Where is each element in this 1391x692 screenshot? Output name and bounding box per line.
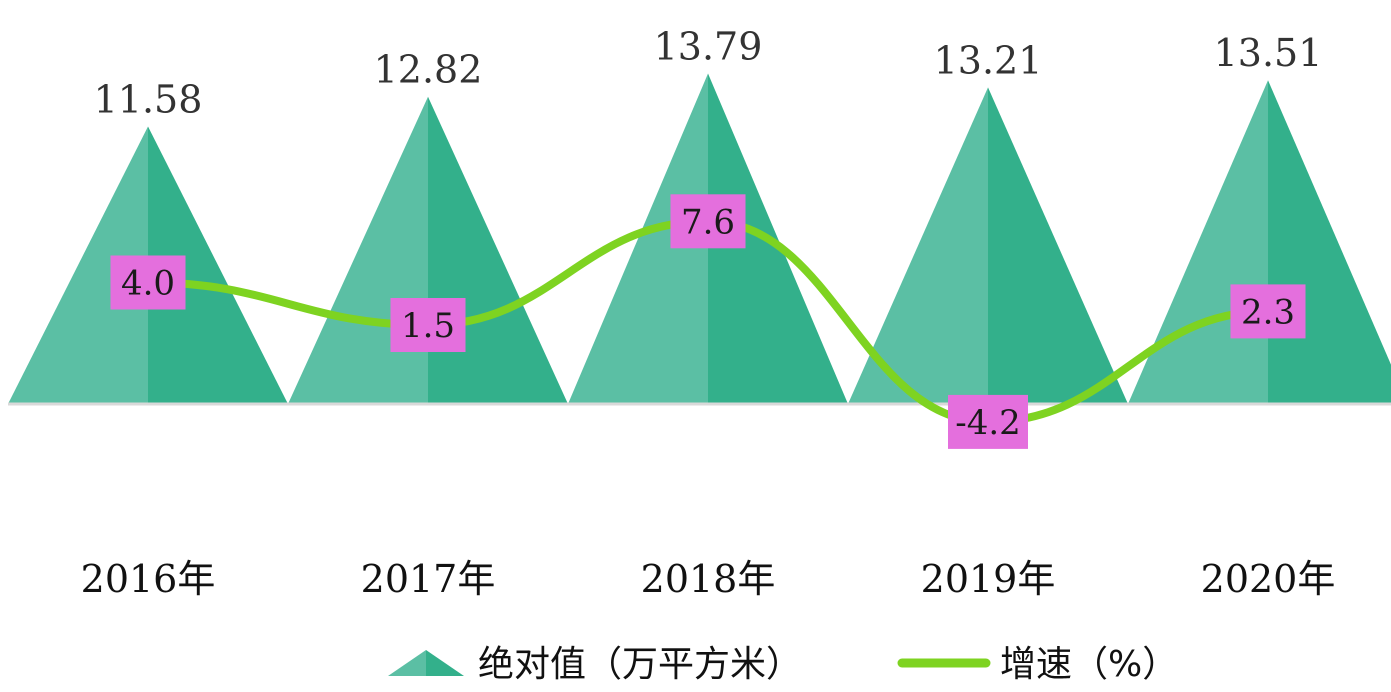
triangle-bar-right-face [428,96,568,404]
category-label: 2017年 [361,557,496,601]
triangle-bar [8,126,288,404]
growth-rate-label: 1.5 [390,298,466,352]
legend-item-triangle: 绝对值（万平方米） [388,644,802,685]
growth-rate-label-box [390,298,466,352]
growth-rate-label-text: -4.2 [955,403,1021,443]
triangle-bar-left-face [848,87,988,405]
triangle-value-label: 13.51 [1214,31,1323,75]
triangle-bar [848,87,1128,405]
legend-triangle-swatch-left [388,650,426,676]
category-label: 2018年 [641,557,776,601]
triangle-value-label: 11.58 [94,77,203,121]
triangle-value-labels: 11.58 12.82 13.79 13.21 13.51 [94,25,1323,122]
growth-rate-label: 2.3 [1230,284,1306,339]
growth-rate-label-box [1230,284,1306,339]
growth-rate-label-text: 4.0 [121,264,175,304]
triangle-bar-right-face [148,126,288,404]
legend: 绝对值（万平方米） 增速（%） [388,644,1178,685]
legend-item-line: 增速（%） [897,644,1178,685]
category-label: 2016年 [81,557,216,601]
triangle-bar-right-face [1268,80,1391,404]
triangle-bar-left-face [288,96,428,404]
triangle-value-label: 13.21 [934,38,1043,82]
triangle-bar-left-face [568,73,708,404]
growth-rate-label: 4.0 [110,255,186,310]
growth-rate-label-box [948,394,1028,449]
legend-label-absolute: 绝对值（万平方米） [478,644,802,685]
triangle-value-label: 13.79 [654,25,763,69]
growth-rate-label-text: 1.5 [401,306,455,346]
triangle-bar-right-face [708,73,848,404]
triangle-bar [288,96,568,404]
growth-rate-label-box [670,194,746,249]
category-axis-labels: 2016年 2017年 2018年 2019年 2020年 [81,557,1336,601]
growth-rate-labels: 4.0 1.5 7.6 -4.2 2.3 [110,194,1306,449]
growth-rate-label: 7.6 [670,194,746,249]
growth-rate-label-box [110,255,186,310]
triangle-bar-left-face [8,126,148,404]
legend-label-growth: 增速（%） [1000,644,1178,685]
growth-rate-label: -4.2 [948,394,1028,449]
triangle-bar [568,73,848,404]
category-label: 2019年 [921,557,1056,601]
growth-rate-label-text: 2.3 [1241,292,1295,332]
growth-rate-label-text: 7.6 [681,202,735,242]
category-label: 2020年 [1201,557,1336,601]
legend-triangle-swatch-right [426,650,464,676]
triangle-value-label: 12.82 [374,48,483,92]
triangle-bar-right-face [988,87,1128,405]
triangle-bar [1128,80,1391,404]
